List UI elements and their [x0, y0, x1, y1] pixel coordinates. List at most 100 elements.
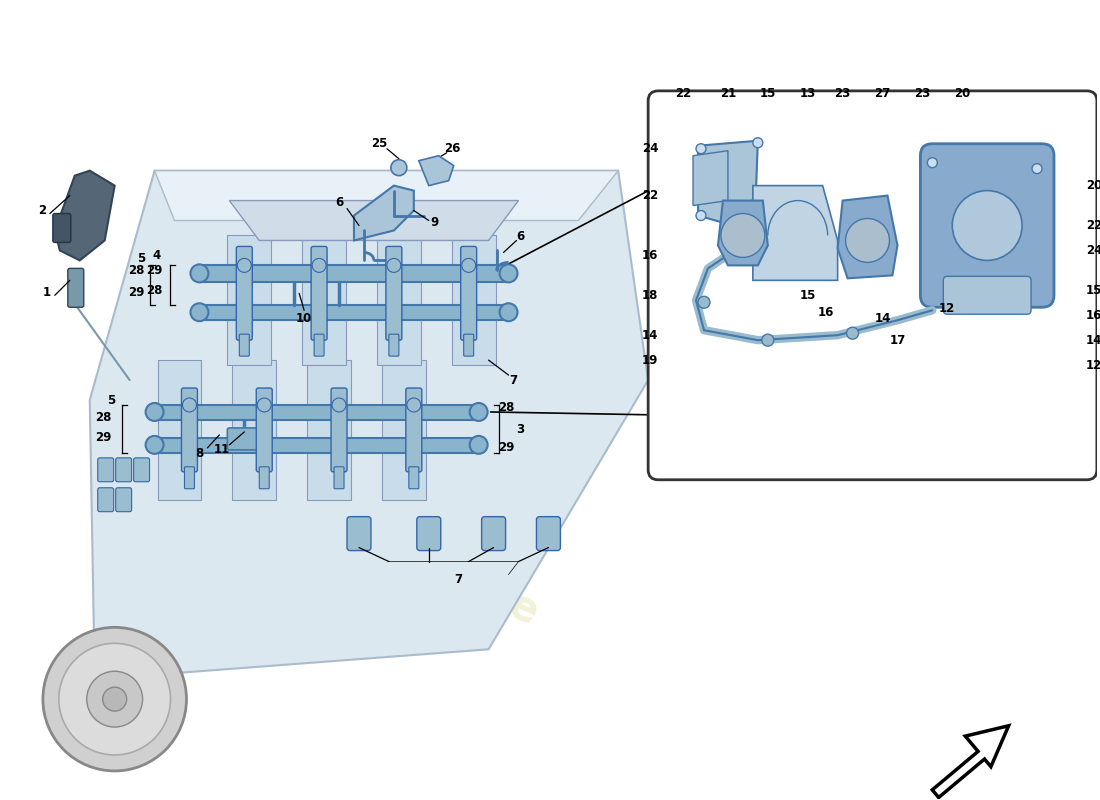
Circle shape: [720, 214, 764, 258]
Circle shape: [190, 303, 208, 322]
Text: 8: 8: [196, 447, 204, 460]
Circle shape: [58, 643, 170, 755]
Circle shape: [696, 144, 706, 154]
Circle shape: [696, 210, 706, 221]
Text: 16: 16: [1086, 309, 1100, 322]
Polygon shape: [698, 141, 758, 226]
Polygon shape: [199, 266, 508, 282]
Text: 17: 17: [889, 334, 905, 346]
Circle shape: [846, 218, 890, 262]
Polygon shape: [155, 170, 618, 221]
FancyBboxPatch shape: [116, 458, 132, 482]
Text: 12: 12: [1086, 358, 1100, 371]
Circle shape: [102, 687, 126, 711]
Circle shape: [390, 160, 407, 176]
Text: 1: 1: [43, 286, 51, 299]
Circle shape: [953, 190, 1022, 260]
FancyBboxPatch shape: [464, 334, 474, 356]
Text: 23: 23: [835, 87, 850, 100]
Circle shape: [698, 296, 710, 308]
FancyBboxPatch shape: [185, 467, 195, 489]
Polygon shape: [232, 360, 276, 500]
Text: 18: 18: [641, 289, 658, 302]
Polygon shape: [228, 235, 272, 365]
Circle shape: [752, 138, 762, 148]
FancyBboxPatch shape: [409, 467, 419, 489]
FancyBboxPatch shape: [68, 268, 84, 307]
Text: 22: 22: [1086, 219, 1100, 232]
Text: 29: 29: [96, 431, 112, 444]
Text: 28: 28: [129, 264, 145, 277]
Circle shape: [145, 436, 164, 454]
Text: 7: 7: [454, 573, 463, 586]
Text: 9: 9: [430, 216, 439, 229]
Text: 20: 20: [954, 87, 970, 100]
FancyBboxPatch shape: [182, 388, 197, 472]
FancyBboxPatch shape: [116, 488, 132, 512]
Polygon shape: [718, 201, 768, 266]
Text: 6: 6: [516, 230, 525, 243]
Circle shape: [312, 258, 326, 272]
Polygon shape: [155, 438, 478, 453]
FancyBboxPatch shape: [331, 388, 346, 472]
Polygon shape: [307, 360, 351, 500]
Polygon shape: [157, 360, 201, 500]
Text: 27: 27: [874, 87, 891, 100]
Text: 23: 23: [914, 87, 931, 100]
Circle shape: [87, 671, 143, 727]
Text: 13: 13: [800, 87, 816, 100]
Text: 19: 19: [641, 354, 658, 366]
FancyBboxPatch shape: [482, 517, 506, 550]
Text: 15: 15: [760, 87, 775, 100]
FancyBboxPatch shape: [406, 388, 421, 472]
Text: 22: 22: [642, 189, 658, 202]
Circle shape: [387, 258, 400, 272]
FancyBboxPatch shape: [256, 388, 272, 472]
Polygon shape: [90, 170, 648, 679]
Text: 24: 24: [1086, 244, 1100, 257]
FancyBboxPatch shape: [133, 458, 150, 482]
Polygon shape: [302, 235, 346, 365]
FancyBboxPatch shape: [315, 334, 324, 356]
FancyBboxPatch shape: [53, 214, 70, 242]
Circle shape: [499, 303, 517, 322]
Text: 14: 14: [1086, 334, 1100, 346]
FancyBboxPatch shape: [921, 144, 1054, 307]
FancyBboxPatch shape: [944, 276, 1031, 314]
FancyBboxPatch shape: [311, 246, 327, 340]
Text: 5: 5: [108, 394, 115, 406]
Circle shape: [499, 264, 517, 282]
Text: 22: 22: [675, 87, 691, 100]
Text: 29: 29: [129, 286, 145, 299]
Text: 14: 14: [641, 329, 658, 342]
Circle shape: [470, 403, 487, 421]
Circle shape: [145, 403, 164, 421]
Text: 29: 29: [498, 442, 515, 454]
FancyBboxPatch shape: [537, 517, 560, 550]
FancyBboxPatch shape: [228, 428, 262, 450]
Text: 15: 15: [1086, 284, 1100, 297]
Text: 10: 10: [296, 312, 312, 325]
Circle shape: [43, 627, 187, 771]
Text: 11: 11: [213, 443, 230, 456]
FancyBboxPatch shape: [417, 517, 441, 550]
FancyBboxPatch shape: [386, 246, 402, 340]
Text: 28: 28: [96, 411, 112, 425]
Text: passio: passio: [217, 453, 421, 586]
FancyBboxPatch shape: [98, 458, 113, 482]
FancyBboxPatch shape: [240, 334, 250, 356]
Polygon shape: [229, 201, 518, 241]
Text: 25: 25: [371, 138, 387, 150]
Text: 21: 21: [719, 87, 736, 100]
Text: 16: 16: [641, 249, 658, 262]
Text: 26: 26: [444, 142, 461, 155]
Polygon shape: [837, 195, 898, 278]
Text: 2: 2: [37, 204, 46, 217]
Circle shape: [1032, 164, 1042, 174]
Text: 29: 29: [146, 264, 163, 277]
FancyBboxPatch shape: [260, 467, 270, 489]
Circle shape: [470, 436, 487, 454]
Circle shape: [847, 327, 859, 339]
Polygon shape: [199, 306, 508, 320]
Circle shape: [183, 398, 197, 412]
